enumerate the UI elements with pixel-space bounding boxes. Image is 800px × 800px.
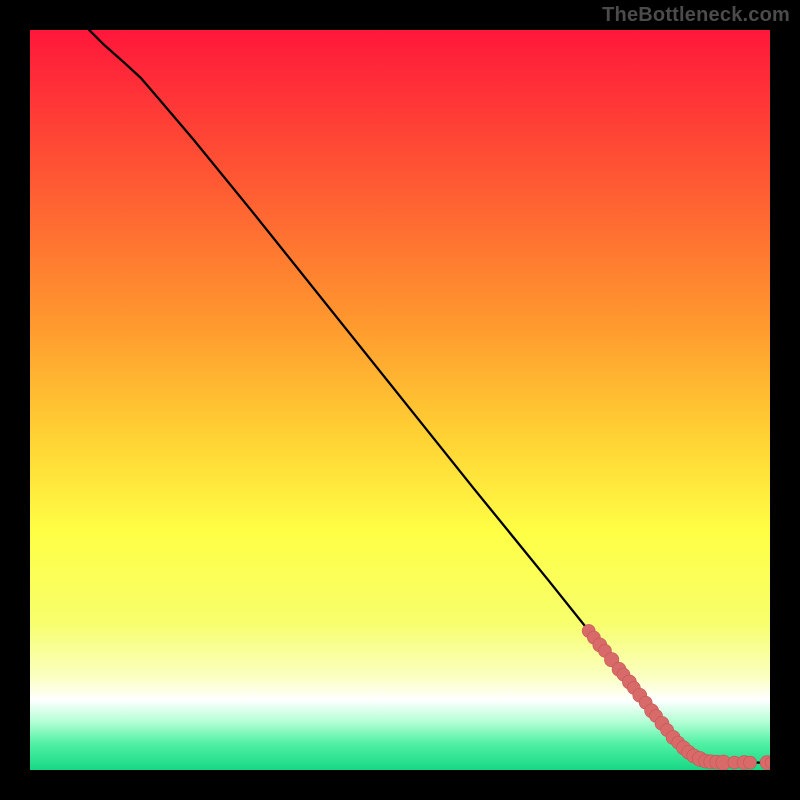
- watermark-text: TheBottleneck.com: [602, 4, 790, 27]
- chart-svg: [30, 30, 770, 770]
- plot-area: [30, 30, 770, 770]
- gradient-background: [30, 30, 770, 770]
- chart-frame: TheBottleneck.com: [0, 0, 800, 800]
- data-point: [744, 756, 757, 769]
